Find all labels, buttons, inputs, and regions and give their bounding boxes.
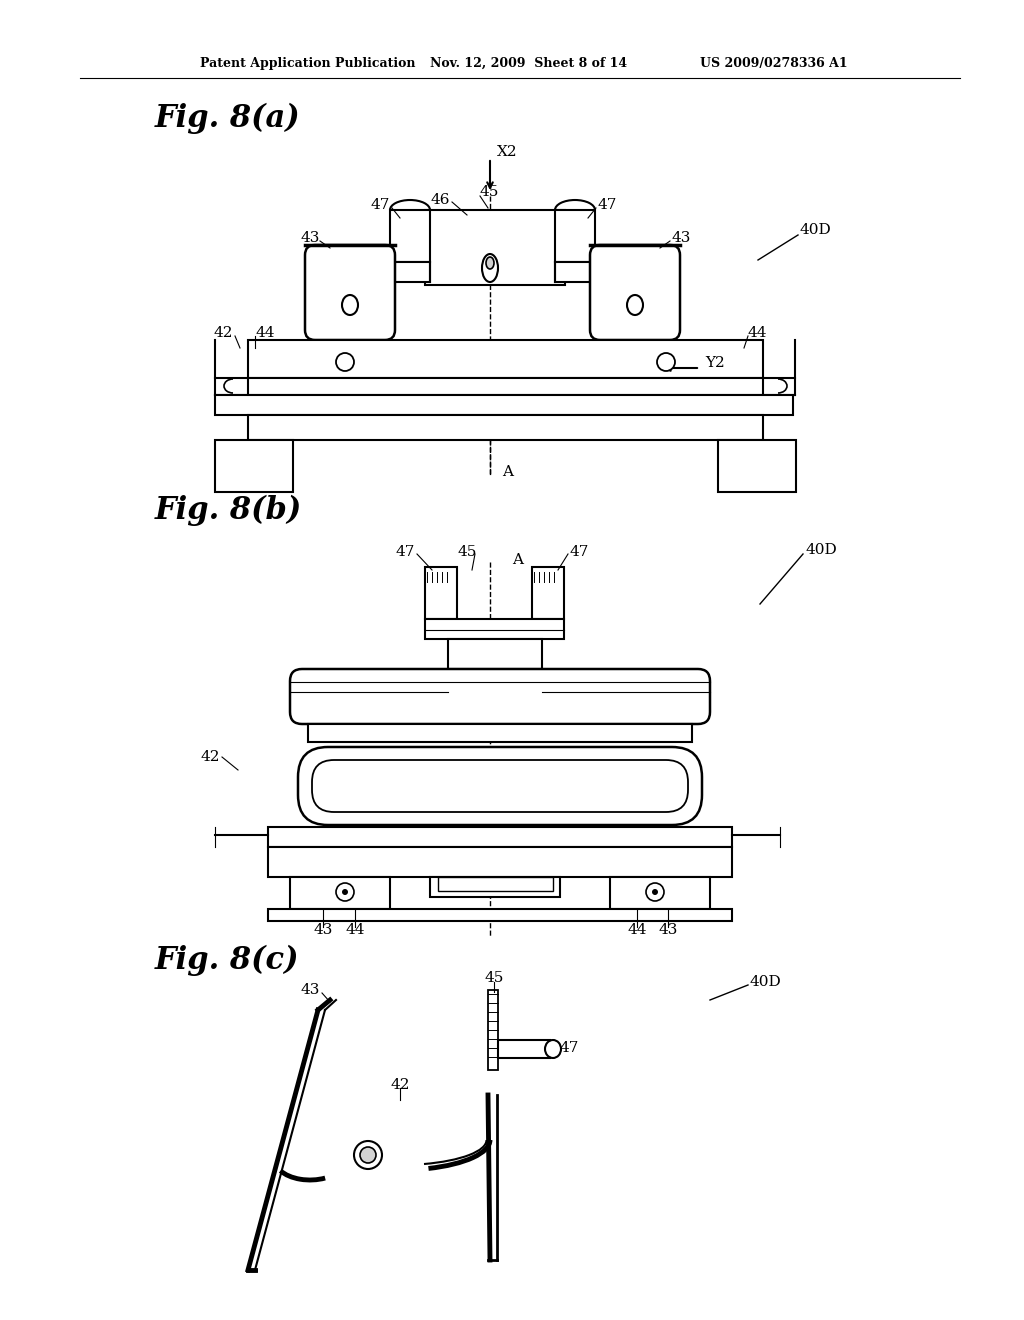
Text: 45: 45 (484, 972, 504, 985)
Bar (390, 261, 430, 282)
FancyBboxPatch shape (290, 669, 710, 723)
Bar (425, 210, 565, 285)
Circle shape (652, 888, 658, 895)
Text: Nov. 12, 2009  Sheet 8 of 14: Nov. 12, 2009 Sheet 8 of 14 (430, 57, 627, 70)
Text: 42: 42 (201, 750, 220, 764)
Text: 44: 44 (255, 326, 274, 341)
Text: Fig. 8(a): Fig. 8(a) (155, 103, 301, 133)
Bar (390, 210, 430, 261)
Text: 47: 47 (560, 1041, 580, 1055)
Text: 44: 44 (628, 923, 647, 937)
Text: 45: 45 (458, 545, 477, 558)
Circle shape (646, 883, 664, 902)
Ellipse shape (482, 253, 498, 282)
Circle shape (336, 352, 354, 371)
Text: 43: 43 (672, 231, 691, 246)
Bar (488, 990, 498, 1071)
Bar (449, 639, 542, 669)
Text: Y2: Y2 (705, 356, 725, 370)
Text: 40D: 40D (800, 223, 831, 238)
Bar (430, 876, 560, 898)
Bar (610, 876, 710, 909)
Bar (268, 847, 732, 876)
Text: A: A (512, 553, 523, 568)
Ellipse shape (627, 294, 643, 315)
Bar (308, 723, 692, 742)
Bar (555, 210, 595, 261)
Bar (268, 909, 732, 921)
Text: 40D: 40D (805, 543, 837, 557)
Text: 47: 47 (570, 545, 590, 558)
Bar (555, 261, 595, 282)
Bar (532, 568, 564, 619)
Circle shape (342, 888, 348, 895)
Ellipse shape (545, 1040, 561, 1059)
Text: A: A (502, 465, 513, 479)
Text: 42: 42 (390, 1078, 410, 1092)
Bar (248, 378, 763, 395)
FancyBboxPatch shape (305, 246, 395, 341)
Bar (215, 395, 793, 414)
Text: 42: 42 (213, 326, 233, 341)
Bar (290, 876, 390, 909)
Text: 47: 47 (395, 545, 415, 558)
Text: X2: X2 (497, 145, 517, 158)
Bar (438, 876, 553, 891)
Text: 43: 43 (301, 231, 319, 246)
Text: 40D: 40D (750, 975, 781, 989)
Bar (248, 414, 763, 440)
Text: 43: 43 (301, 983, 319, 997)
FancyBboxPatch shape (312, 760, 688, 812)
FancyBboxPatch shape (298, 747, 702, 825)
Text: 44: 44 (345, 923, 365, 937)
Bar (248, 341, 763, 378)
Text: US 2009/0278336 A1: US 2009/0278336 A1 (700, 57, 848, 70)
Circle shape (360, 1147, 376, 1163)
Circle shape (354, 1140, 382, 1170)
Text: 46: 46 (430, 193, 450, 207)
FancyBboxPatch shape (590, 246, 680, 341)
Text: 47: 47 (598, 198, 617, 213)
Ellipse shape (486, 257, 494, 269)
Ellipse shape (342, 294, 358, 315)
Text: Patent Application Publication: Patent Application Publication (200, 57, 416, 70)
Text: 45: 45 (480, 185, 500, 199)
Bar (425, 568, 457, 619)
Bar (268, 828, 732, 847)
Bar (215, 440, 293, 492)
Text: 43: 43 (658, 923, 678, 937)
Bar (718, 440, 796, 492)
Circle shape (657, 352, 675, 371)
Bar (498, 1040, 550, 1059)
Text: Fig. 8(c): Fig. 8(c) (155, 944, 299, 975)
Text: Fig. 8(b): Fig. 8(b) (155, 495, 302, 525)
Text: 43: 43 (313, 923, 333, 937)
Text: 47: 47 (371, 198, 390, 213)
Bar (425, 619, 564, 639)
Text: 44: 44 (748, 326, 768, 341)
Circle shape (336, 883, 354, 902)
